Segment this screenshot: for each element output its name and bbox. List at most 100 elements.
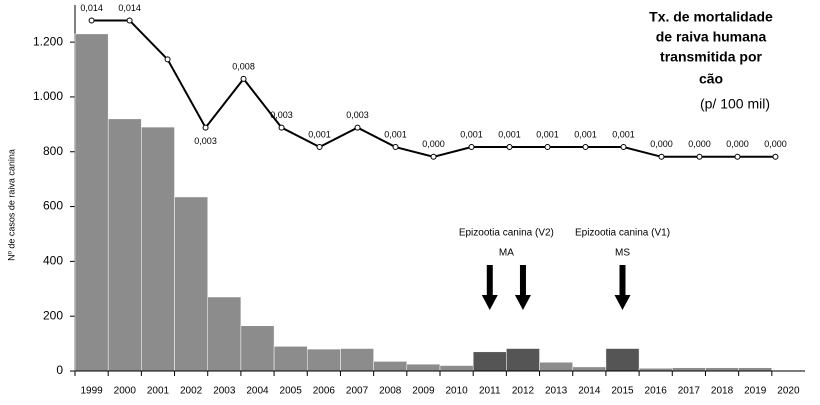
arrow-head	[514, 295, 531, 310]
x-tick-label: 2004	[246, 386, 269, 397]
bar	[273, 346, 308, 372]
chart-title: Tx. de mortalidade	[649, 9, 773, 25]
chart-title: transmitida por	[660, 49, 762, 65]
line-value-label: 0,000	[688, 139, 711, 149]
bar	[439, 365, 474, 372]
annotation: MA	[499, 248, 514, 259]
x-tick-label: 2006	[313, 386, 336, 397]
bar	[572, 366, 607, 372]
line-point	[164, 56, 171, 63]
line-point	[202, 124, 209, 131]
arrow-head	[481, 295, 498, 310]
x-tick-label: 2016	[645, 386, 668, 397]
line-value-label: 0,001	[384, 129, 407, 139]
y-tick-label: 1.200	[33, 34, 63, 48]
line-point	[734, 153, 741, 160]
chart-title: de raiva humana	[656, 29, 767, 45]
line-value-label: 0,001	[308, 129, 331, 139]
y-tick-label: 1.000	[33, 89, 63, 103]
line-point	[88, 17, 95, 24]
arrow-shaft	[519, 265, 526, 295]
arrow-head	[614, 295, 631, 310]
line-point	[696, 153, 703, 160]
annotation: Epizootia canina (V1)	[575, 228, 670, 239]
line-value-label: 0,000	[764, 139, 787, 149]
x-tick-label: 2017	[678, 386, 701, 397]
x-tick-label: 2000	[114, 386, 137, 397]
line-point	[468, 144, 475, 151]
annotation: Epizootia canina (V2)	[459, 228, 554, 239]
x-tick-label: 2019	[744, 386, 767, 397]
x-tick-label: 2003	[213, 386, 236, 397]
y-tick-label: 200	[43, 308, 63, 322]
line-point	[582, 144, 589, 151]
line-point	[506, 144, 513, 151]
y-axis-label: Nº de casos de raiva canina	[6, 149, 16, 261]
x-tick-label: 2005	[280, 386, 303, 397]
line-point	[430, 153, 437, 160]
bar	[472, 351, 507, 372]
line-value-label: 0,001	[612, 129, 635, 139]
line-value-label: 0,003	[194, 136, 217, 146]
line-value-label: 0,014	[80, 3, 103, 13]
x-tick-label: 2020	[777, 386, 800, 397]
bar	[539, 361, 573, 372]
x-tick-label: 2007	[346, 386, 369, 397]
x-tick-label: 1999	[80, 386, 103, 397]
bar	[141, 126, 175, 372]
line-point	[544, 144, 551, 151]
bar	[74, 33, 109, 372]
x-tick-label: 2014	[578, 386, 601, 397]
line-value-label: 0,000	[650, 139, 673, 149]
y-tick-label: 600	[43, 199, 63, 213]
line-value-label: 0,001	[574, 129, 597, 139]
line-value-label: 0,003	[270, 110, 293, 120]
chart-subtitle: (p/ 100 mil)	[700, 96, 770, 112]
bar	[207, 296, 242, 372]
line-point	[354, 124, 361, 131]
line-value-label: 0,001	[460, 129, 483, 139]
x-tick-label: 2018	[711, 386, 734, 397]
bar	[240, 325, 275, 372]
arrow-shaft	[619, 265, 626, 295]
x-tick-label: 2002	[180, 386, 203, 397]
bar	[506, 348, 540, 372]
bar	[307, 348, 341, 372]
x-tick-label: 2012	[512, 386, 535, 397]
x-tick-label: 2010	[445, 386, 468, 397]
line-point	[126, 17, 133, 24]
line-point	[772, 153, 779, 160]
x-tick-label: 2013	[545, 386, 568, 397]
line-value-label: 0,000	[726, 139, 749, 149]
line-point	[658, 153, 665, 160]
x-tick-label: 2009	[412, 386, 435, 397]
bar	[107, 118, 142, 372]
line-point	[278, 124, 285, 131]
bar	[605, 348, 640, 372]
line-value-label: 0,000	[422, 139, 445, 149]
y-tick-label: 800	[43, 144, 63, 158]
bar	[406, 363, 441, 372]
x-tick-label: 2001	[147, 386, 170, 397]
y-tick-label: 400	[43, 254, 63, 268]
line-value-label: 0,003	[346, 110, 369, 120]
x-tick-label: 2011	[479, 386, 501, 397]
line-value-label: 0,008	[232, 61, 255, 71]
y-tick-label: 0	[56, 363, 63, 377]
arrow-shaft	[486, 265, 493, 295]
line-value-label: 0,014	[118, 3, 141, 13]
bar	[174, 196, 208, 372]
line-point	[240, 75, 247, 82]
line-value-label: 0,001	[536, 129, 559, 139]
bar	[340, 348, 374, 372]
line-point	[620, 144, 627, 151]
line-point	[316, 144, 323, 151]
annotation: MS	[615, 248, 630, 259]
x-tick-label: 2008	[379, 386, 402, 397]
chart-title: cão	[699, 71, 723, 87]
bar	[373, 361, 408, 372]
x-tick-label: 2015	[611, 386, 634, 397]
line-value-label: 0,001	[498, 129, 521, 139]
line-point	[392, 144, 399, 151]
